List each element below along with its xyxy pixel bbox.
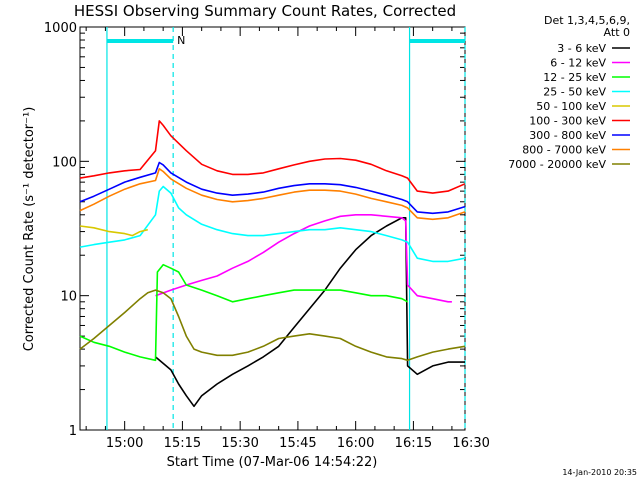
series-line-9 xyxy=(79,289,466,362)
legend-entry-label: 3 - 6 keV xyxy=(557,42,606,55)
legend-header-line-2: Att 0 xyxy=(604,26,630,39)
chart-title: HESSI Observing Summary Count Rates, Cor… xyxy=(74,2,456,20)
legend-entry-label: 6 - 12 keV xyxy=(550,57,606,70)
series-line-1 xyxy=(154,217,465,408)
night-flag-bar xyxy=(409,39,465,43)
x-tick-label: 15:15 xyxy=(164,436,201,451)
legend: Det 1,3,4,5,6,9, Att 0 3 - 6 keV 6 - 12 k… xyxy=(508,14,630,171)
x-tick-labels: 15:00 15:15 15:30 15:45 16:00 16:15 16:30 xyxy=(106,436,490,451)
y-tick-label: 10 xyxy=(60,290,77,305)
y-tick-label: 1 xyxy=(69,424,77,439)
series-lines xyxy=(79,120,466,408)
series-line-2 xyxy=(155,214,452,303)
series-line-8 xyxy=(79,168,466,221)
series-line-5 xyxy=(79,225,148,237)
series-line-6 xyxy=(79,120,466,194)
legend-header-line-1: Det 1,3,4,5,6,9, xyxy=(544,14,630,27)
y-tick-labels: 1 10 100 1000 xyxy=(44,21,77,439)
legend-entry-label: 7000 - 20000 keV xyxy=(508,158,606,171)
series-line-3 xyxy=(79,263,408,362)
x-axis-label: Start Time (07-Mar-06 14:54:22) xyxy=(167,455,378,470)
plot-frame xyxy=(79,26,466,431)
night-flag-bar xyxy=(106,39,174,43)
axis-ticks xyxy=(80,27,465,431)
x-tick-label: 16:00 xyxy=(337,436,374,451)
legend-entry-label: 800 - 7000 keV xyxy=(522,144,606,157)
x-tick-label: 15:30 xyxy=(221,436,258,451)
x-tick-label: 16:30 xyxy=(452,436,489,451)
legend-entry-label: 100 - 300 keV xyxy=(529,115,606,128)
series-line-4 xyxy=(79,185,466,263)
y-tick-label: 100 xyxy=(52,155,77,170)
legend-entry-label: 25 - 50 keV xyxy=(543,86,606,99)
footer-stamp: 14-Jan-2010 20:35 xyxy=(562,468,637,477)
x-tick-label: 15:45 xyxy=(279,436,316,451)
legend-entry-label: 300 - 800 keV xyxy=(529,129,606,142)
night-flag-label: N xyxy=(177,34,185,47)
x-tick-label: 15:00 xyxy=(106,436,143,451)
legend-entry-label: 12 - 25 keV xyxy=(543,71,606,84)
series-line-7 xyxy=(79,161,466,215)
y-axis-label: Corrected Count Rate (s⁻¹ detector⁻¹) xyxy=(22,107,37,352)
night-flag-bars: N xyxy=(106,34,465,47)
y-tick-label: 1000 xyxy=(44,21,77,36)
x-tick-label: 16:15 xyxy=(395,436,432,451)
legend-entry-label: 50 - 100 keV xyxy=(536,100,606,113)
